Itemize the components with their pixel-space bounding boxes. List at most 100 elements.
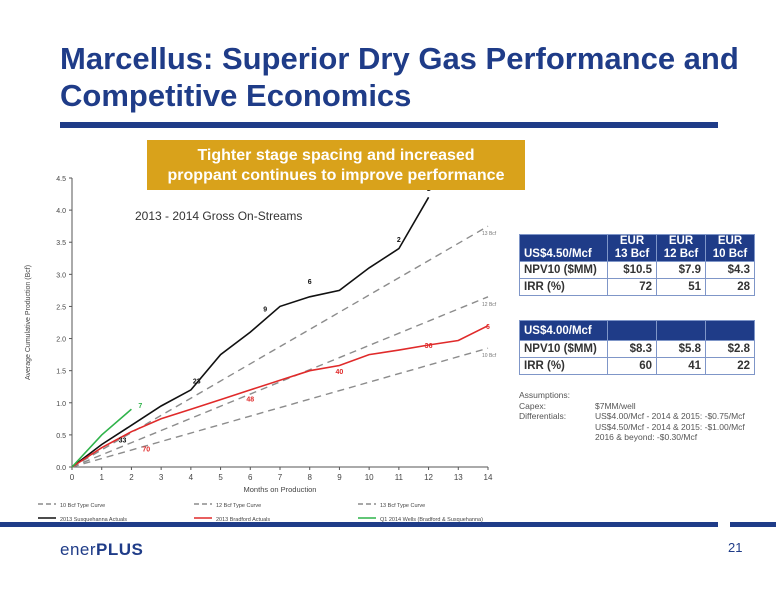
capex-row: Capex: $7MM/well bbox=[519, 401, 745, 412]
table-cell: 41 bbox=[656, 357, 706, 375]
well-count-label: 2 bbox=[397, 237, 401, 244]
y-tick-label: 1.5 bbox=[56, 369, 66, 376]
row-label: IRR (%) bbox=[519, 278, 608, 296]
series-end-label: 12 Bcf bbox=[482, 302, 497, 308]
callout-line-2: proppant continues to improve performanc… bbox=[167, 167, 505, 184]
x-tick-label: 5 bbox=[218, 473, 223, 482]
y-axis-label: Average Cumulative Production (Bcf) bbox=[25, 265, 32, 380]
x-tick-label: 6 bbox=[248, 473, 253, 482]
chart-title: 2013 - 2014 Gross On-Streams bbox=[135, 209, 302, 223]
legend-label-1: 12 Bcf Type Curve bbox=[216, 503, 261, 509]
footer-rule bbox=[0, 522, 718, 527]
differentials-row: US$4.50/Mcf - 2014 & 2015: -$1.00/Mcf bbox=[519, 422, 745, 433]
price-deck-label: US$4.00/Mcf bbox=[519, 320, 608, 341]
spacer bbox=[519, 432, 595, 443]
table-cell: 60 bbox=[607, 357, 657, 375]
x-tick-label: 12 bbox=[424, 473, 433, 482]
series-line-0 bbox=[71, 347, 489, 468]
y-tick-label: 0.0 bbox=[56, 465, 66, 472]
table-cell: 51 bbox=[656, 278, 706, 296]
y-tick-label: 2.5 bbox=[56, 304, 66, 311]
series-end-label: 10 Bcf bbox=[482, 353, 497, 359]
assumptions-heading: Assumptions: bbox=[519, 390, 571, 400]
series-line-5 bbox=[71, 408, 132, 468]
legend-label-4: 2013 Bradford Actuals bbox=[216, 517, 270, 523]
table-row: IRR (%) 60 41 22 bbox=[519, 357, 755, 375]
footer-rule-right bbox=[730, 522, 776, 527]
header-eur-13: EUR 13 Bcf bbox=[607, 234, 657, 262]
well-count-label: 23 bbox=[193, 379, 201, 386]
title-underline bbox=[60, 122, 718, 128]
legend-label-0: 10 Bcf Type Curve bbox=[60, 503, 105, 509]
page-number: 21 bbox=[728, 540, 743, 555]
production-chart: 0.0 0.5 1.0 1.5 2.0 2.5 3.0 3.5 4.0 4.5 0 1 2 3 4 5 6 7 8 9… bbox=[25, 176, 497, 523]
differentials-row: Differentials: US$4.00/Mcf - 2014 & 2015… bbox=[519, 411, 745, 422]
table-cell: $4.3 bbox=[705, 261, 755, 279]
page-title: Marcellus: Superior Dry Gas Performance … bbox=[60, 41, 739, 113]
well-count-label: 6 bbox=[486, 324, 490, 331]
spacer bbox=[519, 422, 595, 433]
x-tick-label: 9 bbox=[337, 473, 342, 482]
y-tick-label: 4.5 bbox=[56, 176, 66, 183]
enerplus-logo: enerPLUS bbox=[60, 540, 144, 559]
x-tick-label: 0 bbox=[70, 473, 75, 482]
economics-table-450: US$4.50/Mcf EUR 13 Bcf EUR 12 Bcf EUR 10 Bc… bbox=[519, 234, 755, 296]
series-line-2 bbox=[71, 225, 489, 468]
well-count-label: 48 bbox=[246, 396, 254, 403]
table-cell: $7.9 bbox=[656, 261, 706, 279]
table-cell: $5.8 bbox=[656, 340, 706, 358]
differentials-value-1: US$4.00/Mcf - 2014 & 2015: -$0.75/Mcf bbox=[595, 411, 745, 421]
table-cell: 28 bbox=[705, 278, 755, 296]
well-count-label: 36 bbox=[425, 343, 433, 350]
well-count-label: 6 bbox=[308, 279, 312, 286]
callout-banner: Tighter stage spacing and increased prop… bbox=[147, 140, 525, 190]
x-tick-label: 14 bbox=[484, 473, 493, 482]
y-tick-label: 3.0 bbox=[56, 272, 66, 279]
x-tick-label: 3 bbox=[159, 473, 164, 482]
x-tick-label: 2 bbox=[129, 473, 134, 482]
x-axis-label: Months on Production bbox=[244, 485, 317, 494]
table-cell: 72 bbox=[607, 278, 657, 296]
x-tick-label: 8 bbox=[307, 473, 312, 482]
table-row: IRR (%) 72 51 28 bbox=[519, 278, 755, 296]
differentials-label: Differentials: bbox=[519, 411, 567, 421]
x-tick-label: 11 bbox=[395, 473, 404, 482]
differentials-value-3: 2016 & beyond: -$0.30/Mcf bbox=[595, 432, 698, 442]
series-end-label: 13 Bcf bbox=[482, 231, 497, 237]
differentials-value-2: US$4.50/Mcf - 2014 & 2015: -$1.00/Mcf bbox=[595, 421, 745, 432]
x-tick-label: 7 bbox=[278, 473, 283, 482]
well-count-label: 7 bbox=[138, 403, 142, 410]
capex-value: $7MM/well bbox=[595, 400, 636, 411]
table-cell: 22 bbox=[705, 357, 755, 375]
differentials-row: 2016 & beyond: -$0.30/Mcf bbox=[519, 432, 745, 443]
y-tick-label: 0.5 bbox=[56, 433, 66, 440]
series-line-1 bbox=[71, 296, 489, 468]
table-cell: $8.3 bbox=[607, 340, 657, 358]
table-cell: $10.5 bbox=[607, 261, 657, 279]
y-tick-label: 4.0 bbox=[56, 208, 66, 215]
legend-label-3: 2013 Susquehanna Actuals bbox=[60, 517, 127, 523]
series-line-4 bbox=[71, 324, 489, 468]
header-blank bbox=[656, 320, 706, 341]
x-tick-label: 10 bbox=[365, 473, 374, 482]
well-count-label: 9 bbox=[263, 307, 267, 314]
y-tick-label: 1.0 bbox=[56, 401, 66, 408]
table-row: NPV10 ($MM) $10.5 $7.9 $4.3 bbox=[519, 261, 755, 279]
capex-label: Capex: bbox=[519, 400, 546, 411]
series-line-3 bbox=[71, 196, 430, 468]
economics-table-400: US$4.00/Mcf NPV10 ($MM) $8.3 $5.8 $2.8 I… bbox=[519, 320, 755, 375]
header-eur-10: EUR 10 Bcf bbox=[705, 234, 755, 262]
y-tick-label: 2.0 bbox=[56, 337, 66, 344]
table-row: NPV10 ($MM) $8.3 $5.8 $2.8 bbox=[519, 340, 755, 358]
header-eur-12: EUR 12 Bcf bbox=[656, 234, 706, 262]
well-count-label: 70 bbox=[142, 447, 150, 454]
price-deck-label: US$4.50/Mcf bbox=[519, 234, 608, 262]
row-label: NPV10 ($MM) bbox=[519, 261, 608, 279]
table-header-row: US$4.00/Mcf bbox=[519, 320, 755, 341]
legend-label-2: 13 Bcf Type Curve bbox=[380, 503, 425, 509]
table-cell: $2.8 bbox=[705, 340, 755, 358]
assumptions-block: Assumptions: Capex: $7MM/well Differenti… bbox=[519, 390, 745, 443]
callout-line-1: Tighter stage spacing and increased bbox=[197, 147, 475, 164]
x-tick-label: 4 bbox=[189, 473, 194, 482]
y-tick-label: 3.5 bbox=[56, 240, 66, 247]
